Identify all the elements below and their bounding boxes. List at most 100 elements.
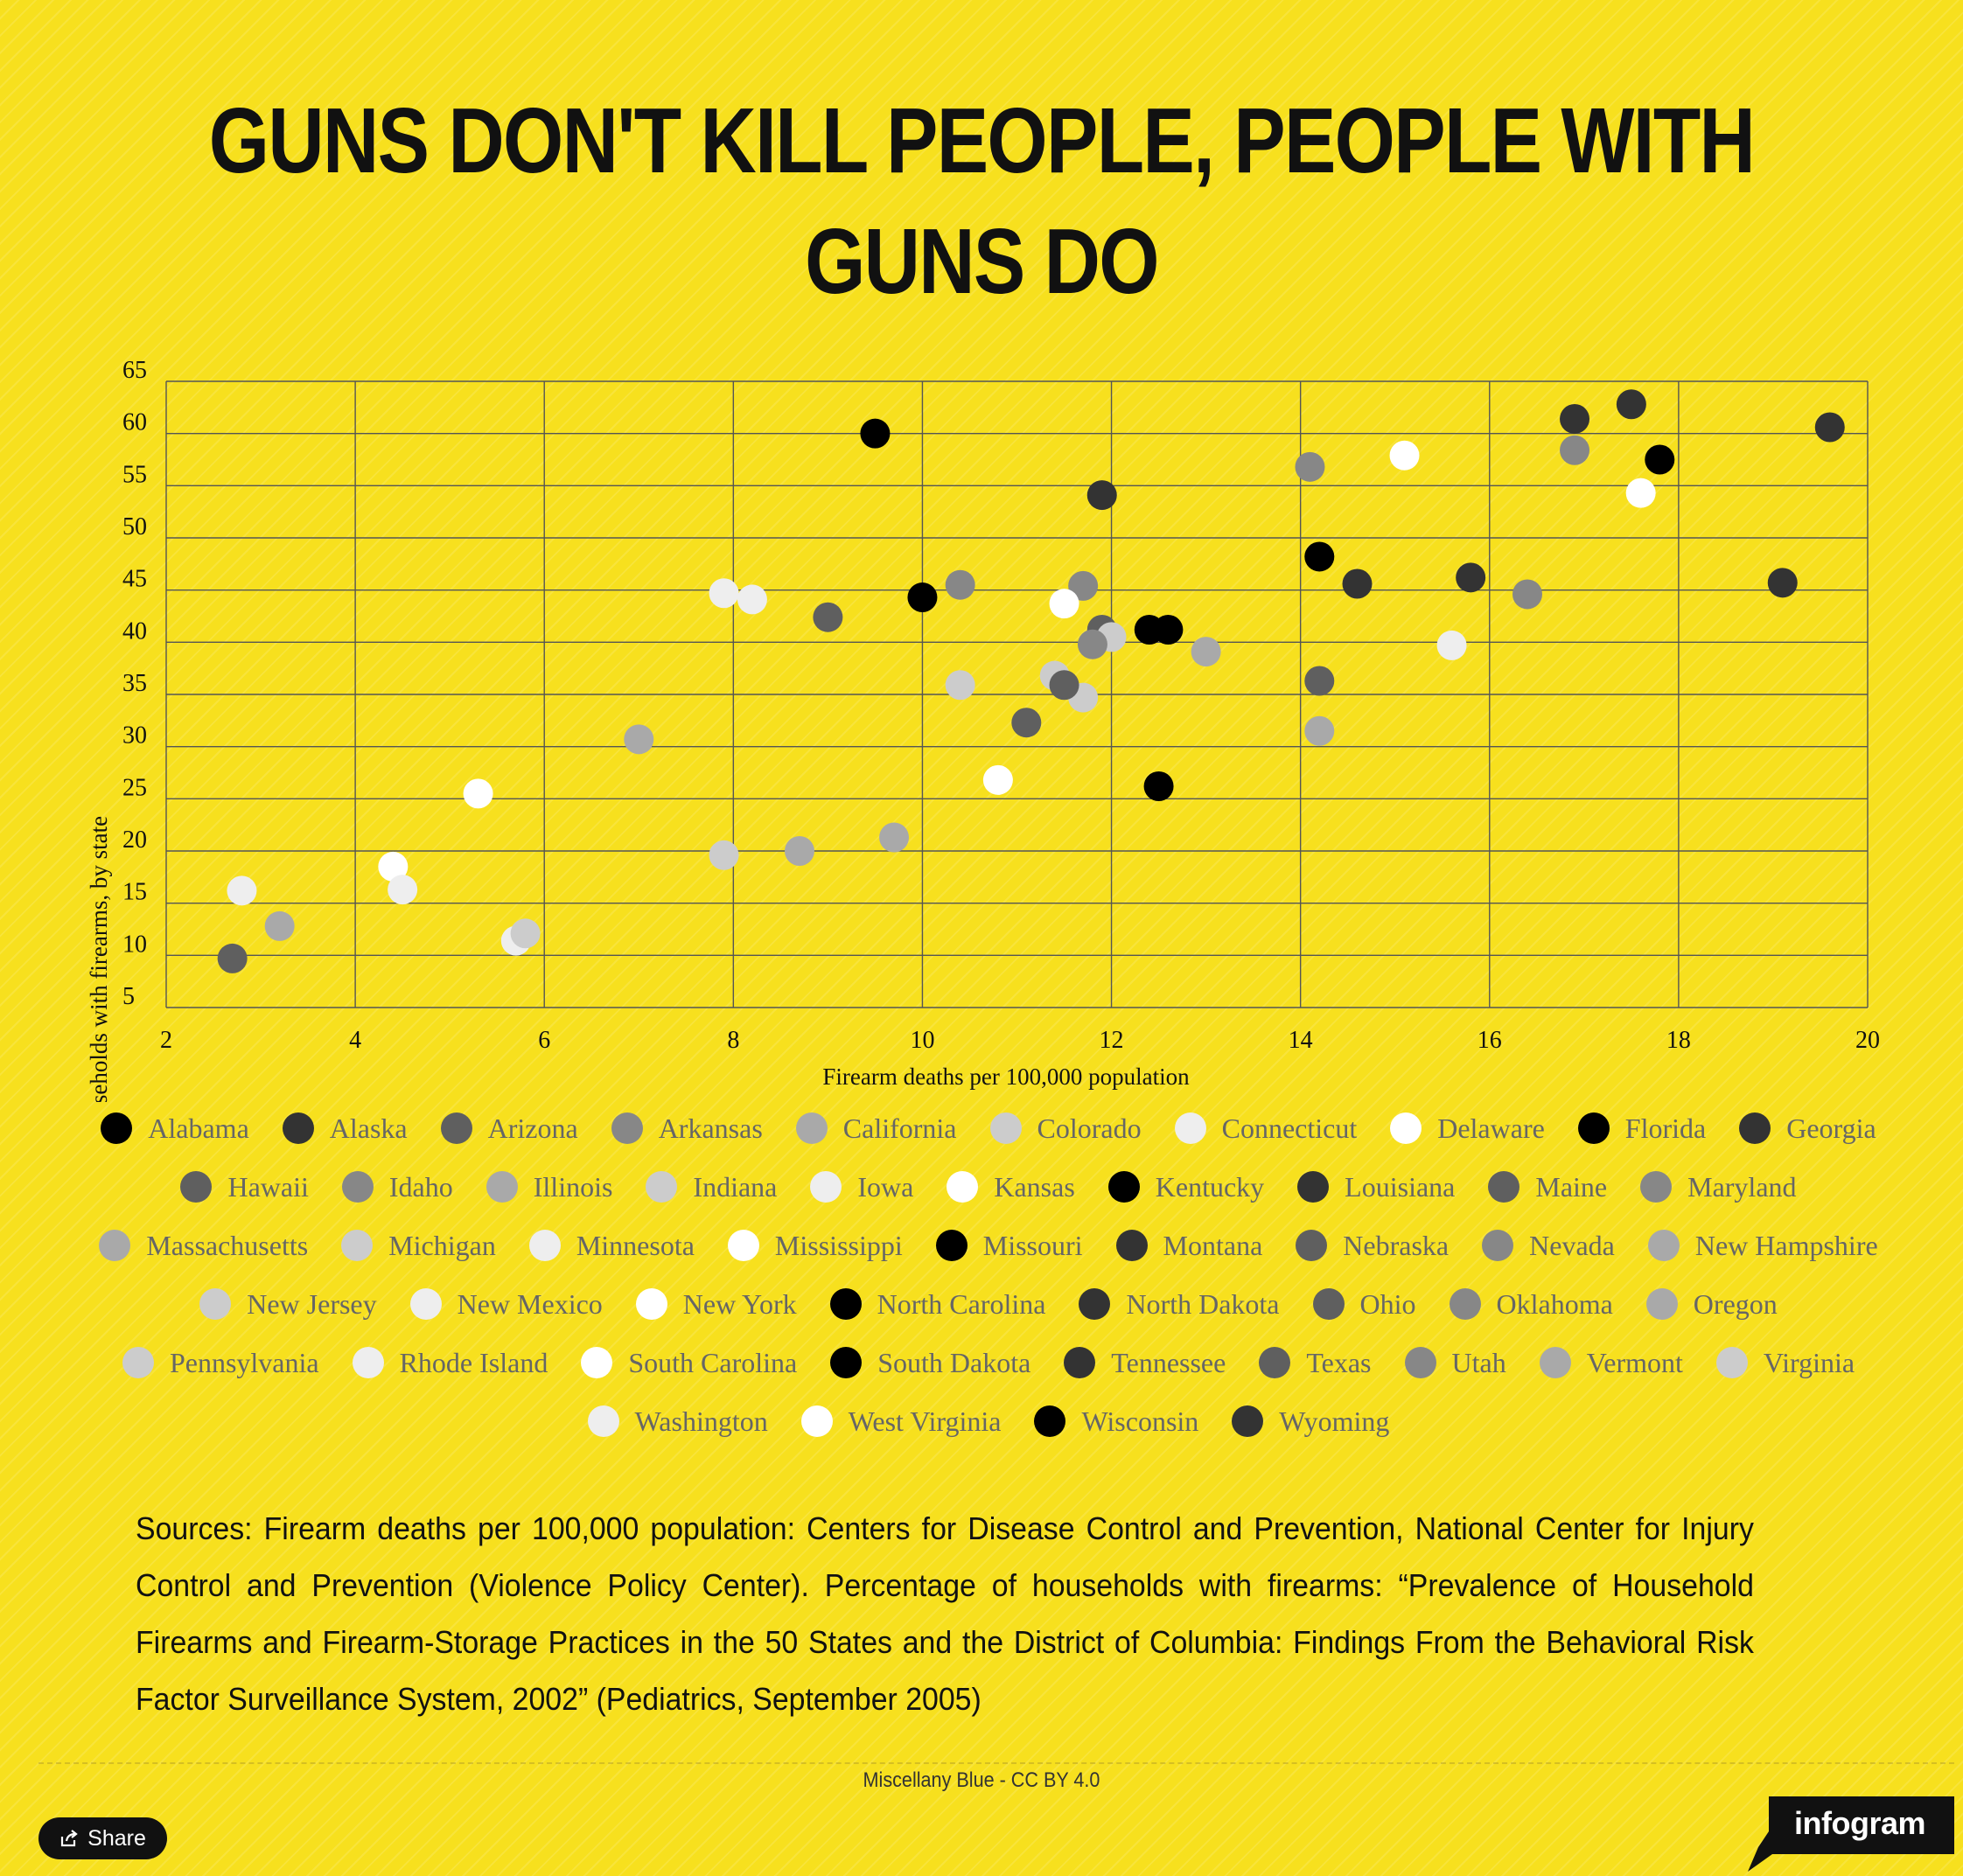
data-point[interactable] <box>463 778 493 809</box>
legend-item[interactable]: Rhode Island <box>352 1345 548 1380</box>
legend-item[interactable]: Minnesota <box>528 1228 695 1263</box>
legend-item[interactable]: Maine <box>1488 1169 1607 1204</box>
legend-item[interactable]: Delaware <box>1390 1111 1545 1146</box>
legend-item[interactable]: Maryland <box>1640 1169 1797 1204</box>
legend-item[interactable]: Louisiana <box>1297 1169 1455 1204</box>
data-point[interactable] <box>1389 440 1420 471</box>
legend-item[interactable]: California <box>795 1111 957 1146</box>
legend-item[interactable]: Ohio <box>1312 1287 1416 1322</box>
share-button[interactable]: Share <box>38 1817 167 1859</box>
data-point[interactable] <box>1767 568 1798 598</box>
data-point[interactable] <box>1153 615 1184 645</box>
legend-item[interactable]: Colorado <box>989 1111 1142 1146</box>
legend-item[interactable]: Florida <box>1577 1111 1706 1146</box>
data-point[interactable] <box>1436 630 1467 660</box>
legend-item[interactable]: Utah <box>1404 1345 1506 1380</box>
data-point[interactable] <box>1049 589 1079 619</box>
legend-item[interactable]: Nevada <box>1482 1228 1615 1263</box>
data-point[interactable] <box>1304 666 1335 696</box>
data-point[interactable] <box>378 851 409 882</box>
legend-item[interactable]: South Dakota <box>830 1345 1030 1380</box>
data-point[interactable] <box>1143 771 1174 802</box>
legend-item[interactable]: Montana <box>1115 1228 1262 1263</box>
legend-item[interactable]: North Carolina <box>829 1287 1045 1322</box>
infogram-logo[interactable] <box>1748 1796 1954 1872</box>
legend-item[interactable]: Georgia <box>1739 1111 1876 1146</box>
data-point[interactable] <box>1068 570 1099 601</box>
data-point[interactable] <box>1512 579 1542 610</box>
legend-item[interactable]: Connecticut <box>1174 1111 1357 1146</box>
legend-item[interactable]: New Jersey <box>199 1287 377 1322</box>
legend-item[interactable]: Kentucky <box>1107 1169 1264 1204</box>
legend-item[interactable]: Hawaii <box>180 1169 309 1204</box>
data-point[interactable] <box>737 584 767 615</box>
data-point[interactable] <box>388 875 418 905</box>
legend-item[interactable]: Alaska <box>282 1111 408 1146</box>
data-point[interactable] <box>1295 451 1325 482</box>
legend-item[interactable]: Arizona <box>440 1111 578 1146</box>
data-point[interactable] <box>1560 435 1590 465</box>
data-point[interactable] <box>784 836 814 866</box>
data-point[interactable] <box>1625 478 1656 508</box>
legend-item[interactable]: Texas <box>1259 1345 1372 1380</box>
legend-item[interactable]: Iowa <box>810 1169 913 1204</box>
data-point[interactable] <box>1560 403 1590 434</box>
legend-item[interactable]: Alabama <box>101 1111 249 1146</box>
data-point[interactable] <box>945 569 975 600</box>
legend-item[interactable]: Tennessee <box>1064 1345 1226 1380</box>
data-point[interactable] <box>1304 715 1335 746</box>
data-point[interactable] <box>709 578 739 609</box>
data-point[interactable] <box>1077 629 1107 659</box>
data-point[interactable] <box>1304 541 1335 572</box>
legend-item[interactable]: New Hampshire <box>1647 1228 1878 1263</box>
legend-item[interactable]: Nebraska <box>1296 1228 1449 1263</box>
data-point[interactable] <box>1814 412 1845 443</box>
legend-item[interactable]: Washington <box>587 1404 768 1439</box>
legend-item[interactable]: Pennsylvania <box>122 1345 319 1380</box>
data-point[interactable] <box>945 670 975 701</box>
data-point[interactable] <box>1342 568 1373 599</box>
legend-item[interactable]: Wyoming <box>1232 1404 1389 1439</box>
data-point[interactable] <box>1616 389 1646 420</box>
legend-item[interactable]: Arkansas <box>611 1111 763 1146</box>
data-point[interactable] <box>879 822 910 853</box>
legend-item[interactable]: Missouri <box>935 1228 1083 1263</box>
legend-item[interactable]: Wisconsin <box>1034 1404 1198 1439</box>
data-point[interactable] <box>1191 637 1221 667</box>
data-point[interactable] <box>264 910 295 941</box>
legend-item[interactable]: Oregon <box>1645 1287 1778 1322</box>
data-point[interactable] <box>907 582 938 613</box>
legend-item[interactable]: Kansas <box>947 1169 1075 1204</box>
data-point[interactable] <box>624 724 654 755</box>
data-point[interactable] <box>510 918 541 949</box>
data-point[interactable] <box>860 418 891 449</box>
legend-item[interactable]: Oklahoma <box>1449 1287 1613 1322</box>
data-point[interactable] <box>1011 708 1042 738</box>
data-point[interactable] <box>1086 480 1117 511</box>
data-point[interactable] <box>217 943 248 973</box>
y-tick-label: 40 <box>122 617 147 645</box>
legend-item[interactable]: Vermont <box>1539 1345 1683 1380</box>
data-point[interactable] <box>1645 444 1675 475</box>
data-point[interactable] <box>982 764 1013 795</box>
data-point[interactable] <box>813 602 843 632</box>
legend-item[interactable]: West Virginia <box>800 1404 1001 1439</box>
legend-marker <box>611 1112 643 1144</box>
legend-item[interactable]: Virginia <box>1715 1345 1855 1380</box>
legend-item[interactable]: Idaho <box>341 1169 453 1204</box>
legend-item[interactable]: Mississippi <box>727 1228 903 1263</box>
legend-item[interactable]: Indiana <box>646 1169 777 1204</box>
legend-item[interactable]: New York <box>635 1287 797 1322</box>
legend-marker <box>1312 1288 1345 1320</box>
legend-item[interactable]: North Dakota <box>1079 1287 1280 1322</box>
legend-item[interactable]: Illinois <box>486 1169 612 1204</box>
legend-item[interactable]: South Carolina <box>581 1345 797 1380</box>
legend-item[interactable]: Michigan <box>341 1228 496 1263</box>
legend-item[interactable]: Massachusetts <box>99 1228 308 1263</box>
data-point[interactable] <box>227 875 257 906</box>
legend-label: Indiana <box>693 1170 778 1203</box>
legend-item[interactable]: New Mexico <box>409 1287 603 1322</box>
data-point[interactable] <box>1456 562 1486 593</box>
data-point[interactable] <box>1049 670 1079 701</box>
data-point[interactable] <box>709 840 739 870</box>
